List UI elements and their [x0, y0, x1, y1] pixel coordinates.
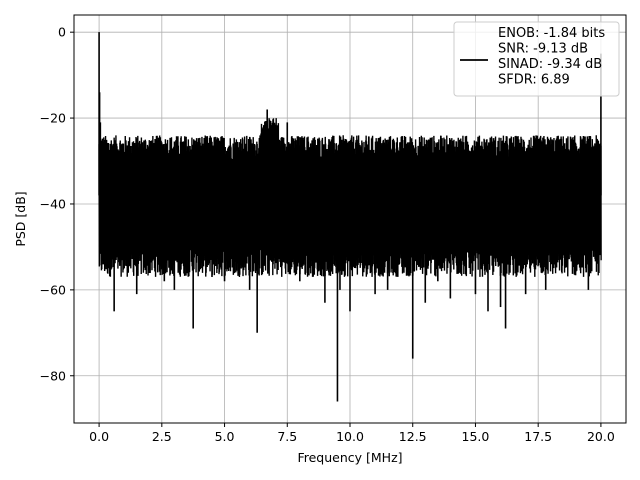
legend-entry-line: SINAD: -9.34 dB: [498, 57, 602, 72]
legend-entry-line: SFDR: 6.89: [498, 73, 570, 88]
y-axis: 0 −20 −40 −60 −80: [40, 25, 74, 383]
legend-entry-line: ENOB: -1.84 bits: [498, 26, 605, 41]
y-tick-label: −40: [40, 196, 66, 211]
x-tick-label: 0.0: [89, 429, 109, 444]
x-axis: 0.0 2.5 5.0 7.5 10.0 12.5 15.0 17.5 20.0: [89, 423, 615, 444]
x-tick-label: 15.0: [462, 429, 490, 444]
y-axis-label: PSD [dB]: [13, 191, 28, 246]
y-tick-label: 0: [58, 25, 66, 40]
x-tick-label: 17.5: [524, 429, 552, 444]
x-tick-label: 2.5: [152, 429, 172, 444]
plot-area: [98, 32, 602, 402]
x-tick-label: 7.5: [277, 429, 297, 444]
y-tick-label: −20: [40, 111, 66, 126]
psd-bump: [256, 118, 291, 204]
legend-entry-line: SNR: -9.13 dB: [498, 42, 588, 57]
x-tick-label: 10.0: [336, 429, 364, 444]
x-tick-label: 12.5: [399, 429, 427, 444]
x-tick-label: 5.0: [215, 429, 235, 444]
legend-box: [453, 21, 620, 97]
x-tick-label: 20.0: [587, 429, 615, 444]
y-tick-label: −80: [40, 368, 66, 383]
y-tick-label: −60: [40, 282, 66, 297]
x-axis-label: Frequency [MHz]: [297, 450, 402, 465]
